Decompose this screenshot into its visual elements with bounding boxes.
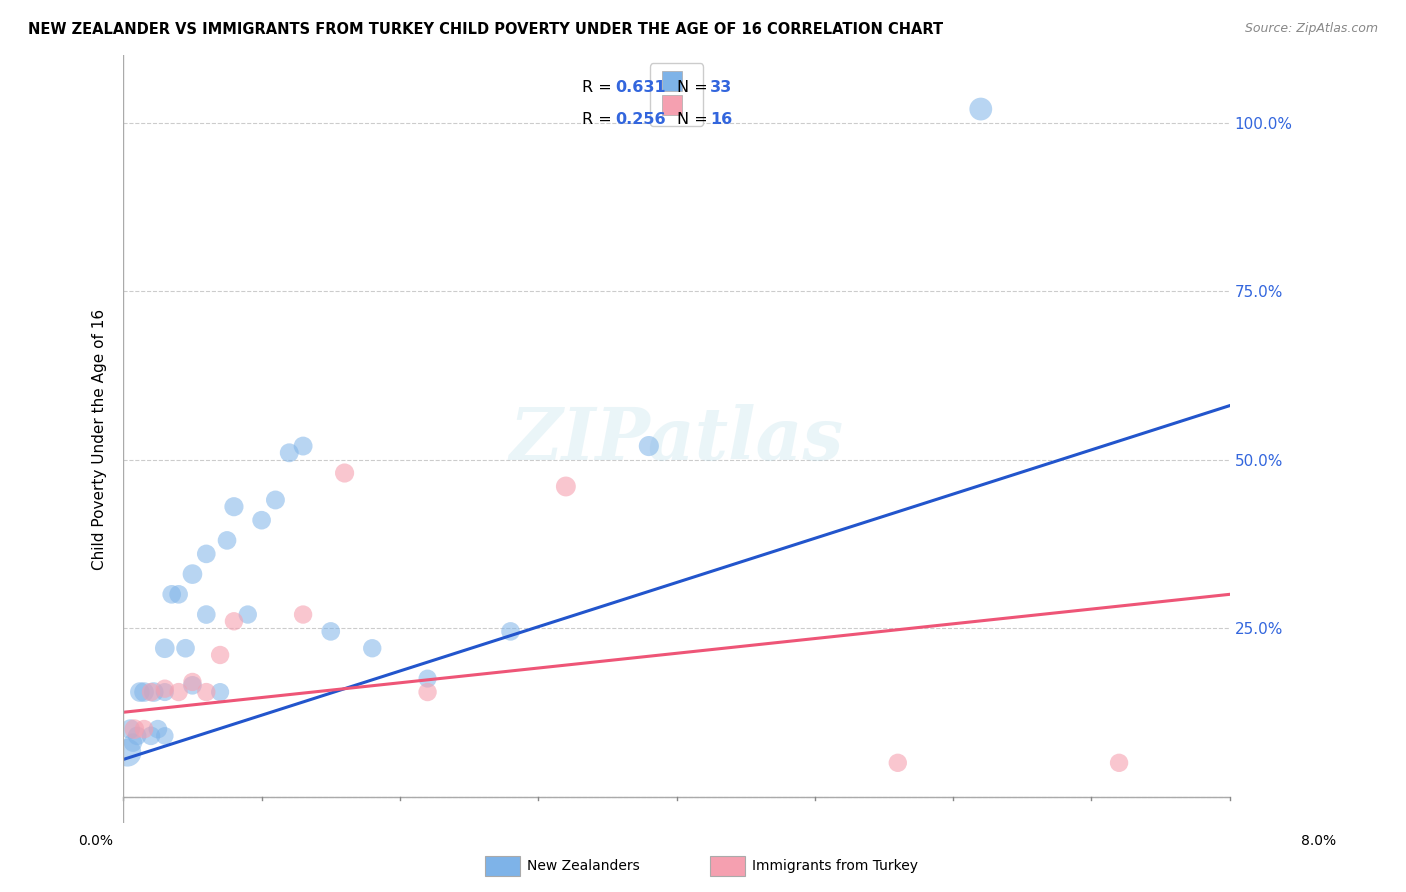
Point — [416, 672, 439, 686]
Point — [117, 746, 139, 760]
Point — [142, 685, 165, 699]
Text: 8.0%: 8.0% — [1302, 834, 1336, 847]
Point — [195, 547, 218, 561]
Text: 0.631: 0.631 — [616, 80, 666, 95]
Point — [127, 729, 149, 743]
Point — [1108, 756, 1130, 770]
Point — [124, 722, 146, 736]
Text: 0.256: 0.256 — [616, 112, 666, 128]
Point — [250, 513, 273, 527]
Text: ZIPatlas: ZIPatlas — [509, 404, 844, 475]
Point — [129, 685, 152, 699]
Point — [181, 675, 204, 690]
Point — [333, 466, 356, 480]
Point — [215, 533, 238, 548]
Point — [153, 685, 176, 699]
Point — [153, 681, 176, 696]
Point — [120, 722, 142, 736]
Legend: , : , — [650, 63, 703, 127]
Point — [209, 648, 232, 662]
Point — [222, 500, 245, 514]
Text: New Zealanders: New Zealanders — [527, 859, 640, 873]
Point — [195, 607, 218, 622]
Point — [181, 678, 204, 692]
Point — [153, 641, 176, 656]
Point — [160, 587, 183, 601]
Point — [278, 446, 301, 460]
Point — [222, 615, 245, 629]
Point — [416, 685, 439, 699]
Y-axis label: Child Poverty Under the Age of 16: Child Poverty Under the Age of 16 — [93, 309, 107, 570]
Point — [236, 607, 259, 622]
Point — [209, 685, 232, 699]
Text: Immigrants from Turkey: Immigrants from Turkey — [752, 859, 918, 873]
Point — [146, 722, 169, 736]
Point — [887, 756, 910, 770]
Point — [292, 607, 315, 622]
Point — [132, 722, 155, 736]
Text: R =: R = — [582, 112, 617, 128]
Text: R =: R = — [582, 80, 617, 95]
Text: 33: 33 — [710, 80, 733, 95]
Point — [153, 729, 176, 743]
Text: 16: 16 — [710, 112, 733, 128]
Point — [499, 624, 522, 639]
Point — [319, 624, 342, 639]
Point — [122, 736, 145, 750]
Text: NEW ZEALANDER VS IMMIGRANTS FROM TURKEY CHILD POVERTY UNDER THE AGE OF 16 CORREL: NEW ZEALANDER VS IMMIGRANTS FROM TURKEY … — [28, 22, 943, 37]
Point — [292, 439, 315, 453]
Text: N =: N = — [676, 112, 713, 128]
Point — [195, 685, 218, 699]
Point — [361, 641, 384, 656]
Point — [139, 685, 162, 699]
Point — [970, 102, 993, 116]
Text: 0.0%: 0.0% — [79, 834, 112, 847]
Text: N =: N = — [676, 80, 713, 95]
Point — [181, 567, 204, 582]
Point — [264, 493, 287, 508]
Point — [637, 439, 659, 453]
Point — [174, 641, 197, 656]
Point — [132, 685, 155, 699]
Point — [554, 479, 576, 493]
Point — [167, 587, 190, 601]
Point — [167, 685, 190, 699]
Point — [139, 729, 162, 743]
Text: Source: ZipAtlas.com: Source: ZipAtlas.com — [1244, 22, 1378, 36]
